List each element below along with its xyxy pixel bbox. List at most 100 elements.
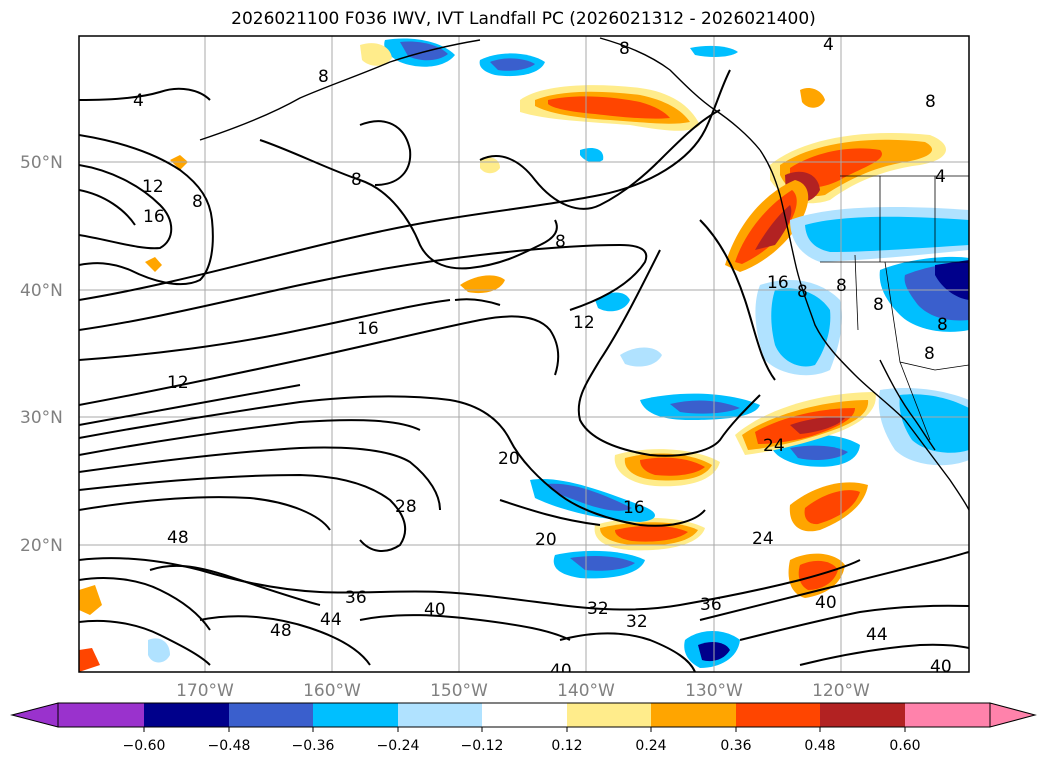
colorbar-segment bbox=[313, 703, 398, 727]
map-frame bbox=[78, 35, 970, 673]
contour-label: 40 bbox=[550, 661, 572, 681]
contour-label: 8 bbox=[318, 67, 329, 87]
colorbar-segment bbox=[229, 703, 313, 727]
contour-label: 12 bbox=[167, 373, 189, 393]
colorbar-segment bbox=[651, 703, 736, 727]
contour-label: 36 bbox=[700, 595, 722, 615]
colorbar-tick-label: −0.24 bbox=[377, 738, 420, 754]
colorbar-tick-label: −0.36 bbox=[292, 738, 335, 754]
longitude-labels: 170°W 160°W 150°W 140°W 130°W 120°W bbox=[176, 681, 870, 701]
pos-patch-alaska-north bbox=[360, 43, 392, 66]
pos-patch-sub-4-strong bbox=[615, 525, 688, 542]
contour-label: 44 bbox=[866, 625, 888, 645]
neg-patch-nw-interior-mid bbox=[805, 216, 969, 252]
lat-label: 30°N bbox=[20, 408, 63, 428]
colorbar-tick-label: 0.48 bbox=[804, 738, 835, 754]
contour-label: 8 bbox=[351, 170, 362, 190]
colorbar-extend-high bbox=[989, 702, 1037, 728]
pos-patch-oregon-max bbox=[755, 205, 792, 250]
lon-label: 170°W bbox=[176, 681, 234, 701]
contour-label: 4 bbox=[133, 91, 144, 111]
neg-patch-ca-mid bbox=[771, 288, 831, 367]
contour-label: 32 bbox=[626, 612, 648, 632]
neg-patch-33n bbox=[620, 347, 662, 367]
contour-label: 12 bbox=[573, 313, 595, 333]
contour-label: 24 bbox=[752, 529, 774, 549]
contour-label: 8 bbox=[797, 282, 808, 302]
contour-label: 36 bbox=[345, 588, 367, 608]
contour-label: 28 bbox=[395, 497, 417, 517]
pos-patch-small-2 bbox=[145, 257, 162, 272]
pos-patch-gulf-alaska-strong bbox=[548, 96, 670, 119]
pos-patch-far-sw-2 bbox=[79, 648, 100, 672]
iwv-contours bbox=[79, 69, 969, 672]
colorbar-outline bbox=[57, 702, 991, 728]
contour-label: 8 bbox=[873, 295, 884, 315]
neg-patch-se-strong bbox=[790, 445, 848, 460]
lat-label: 20°N bbox=[20, 536, 63, 556]
neg-patch-aleutian-east-strong bbox=[490, 58, 535, 71]
pos-patch-bc-north bbox=[800, 88, 825, 108]
contour-label: 16 bbox=[357, 319, 379, 339]
contour-label: 24 bbox=[763, 436, 785, 456]
contour-label: 48 bbox=[270, 621, 292, 641]
lon-label: 150°W bbox=[430, 681, 488, 701]
pos-patch-oregon-strong bbox=[735, 190, 797, 264]
contour-labels: 4 4 4 8 8 8 8 8 8 8 8 8 8 8 12 12 12 16 … bbox=[133, 35, 952, 681]
neg-patch-22n-strong bbox=[548, 483, 632, 511]
latitude-labels: 50°N 40°N 30°N 20°N bbox=[20, 153, 63, 556]
shading-layer bbox=[79, 38, 969, 672]
neg-patch-mid-pac-strong bbox=[670, 400, 740, 414]
pos-patch-sub-2-strong bbox=[640, 457, 705, 476]
lon-label: 140°W bbox=[557, 681, 615, 701]
lon-label: 160°W bbox=[303, 681, 361, 701]
contour-label: 48 bbox=[167, 528, 189, 548]
neg-patch-far-sw bbox=[148, 638, 170, 663]
contour-label: 40 bbox=[930, 657, 952, 677]
colorbar-segment bbox=[482, 703, 567, 727]
colorbar-segment bbox=[736, 703, 820, 727]
coastlines bbox=[199, 37, 969, 511]
contour-label: 8 bbox=[937, 315, 948, 335]
contour-label: 32 bbox=[587, 599, 609, 619]
contour-label: 16 bbox=[143, 207, 165, 227]
lon-label: 130°W bbox=[685, 681, 743, 701]
colorbar-tick-label: −0.60 bbox=[123, 738, 166, 754]
colorbar-segment bbox=[398, 703, 482, 727]
colorbar-tick-label: 0.36 bbox=[720, 738, 751, 754]
contour-label: 8 bbox=[619, 39, 630, 59]
contour-label: 40 bbox=[815, 593, 837, 613]
colorbar-extend-low bbox=[10, 702, 59, 728]
contour-label: 8 bbox=[836, 276, 847, 296]
colorbar-tick-label: −0.12 bbox=[461, 738, 504, 754]
colorbar-tick-label: 0.60 bbox=[889, 738, 920, 754]
colorbar: −0.60 −0.48 −0.36 −0.24 −0.12 0.12 0.24 … bbox=[10, 702, 1037, 754]
contour-label: 16 bbox=[767, 273, 789, 293]
contour-label: 20 bbox=[498, 449, 520, 469]
contour-label: 8 bbox=[192, 192, 203, 212]
map-title: 2026021100 F036 IWV, IVT Landfall PC (20… bbox=[231, 9, 816, 29]
colorbar-tick-labels: −0.60 −0.48 −0.36 −0.24 −0.12 0.12 0.24 … bbox=[123, 738, 921, 754]
contour-label: 8 bbox=[555, 232, 566, 252]
lon-label: 120°W bbox=[812, 681, 870, 701]
pos-patch-far-sw bbox=[79, 585, 102, 615]
colorbar-segment bbox=[905, 703, 990, 727]
contour-label: 8 bbox=[924, 344, 935, 364]
neg-patch-mexico-mid bbox=[899, 394, 969, 453]
colorbar-segment bbox=[820, 703, 905, 727]
contour-label: 16 bbox=[623, 498, 645, 518]
contour-label: 4 bbox=[823, 35, 834, 55]
contour-label: 12 bbox=[142, 177, 164, 197]
contour-label: 8 bbox=[925, 92, 936, 112]
lat-label: 50°N bbox=[20, 153, 63, 173]
colorbar-tick-label: 0.12 bbox=[551, 738, 582, 754]
pos-patch-sub-3-strong bbox=[804, 490, 860, 525]
colorbar-ticks bbox=[143, 727, 906, 732]
lat-label: 40°N bbox=[20, 281, 63, 301]
contour-label: 44 bbox=[320, 610, 342, 630]
contour-label: 20 bbox=[535, 530, 557, 550]
contour-label: 4 bbox=[935, 167, 946, 187]
pos-patch-45n bbox=[460, 275, 505, 294]
colorbar-tick-label: −0.48 bbox=[208, 738, 251, 754]
